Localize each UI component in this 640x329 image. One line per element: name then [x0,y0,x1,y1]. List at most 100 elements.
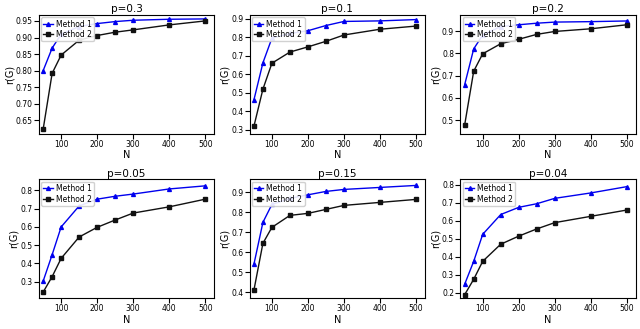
Method 1 [551,20,559,24]
Method 1 [250,262,258,266]
Method 2 [376,27,384,31]
Method 2 [497,242,504,246]
Y-axis label: r(G): r(G) [9,229,19,248]
Method 1 [623,19,630,23]
Method 2 [376,200,384,204]
Method 1 [461,282,468,286]
Method 1 [551,196,559,200]
Line: Method 2: Method 2 [463,208,628,296]
Method 2 [479,52,486,56]
Method 1 [286,32,294,36]
Method 2 [470,277,477,281]
Method 2 [623,208,630,212]
Method 2 [250,288,258,292]
Y-axis label: r(G): r(G) [431,229,440,248]
Method 2 [286,50,294,54]
Method 1 [376,19,384,23]
Method 1 [111,194,119,198]
Method 2 [479,259,486,263]
Y-axis label: r(G): r(G) [220,229,230,248]
Line: Method 2: Method 2 [252,24,418,128]
Line: Method 1: Method 1 [463,19,628,87]
Method 1 [479,232,486,236]
Method 2 [340,203,348,207]
Method 1 [533,21,541,25]
Line: Method 1: Method 1 [463,185,628,286]
Method 1 [470,47,477,51]
Method 1 [479,33,486,37]
Method 2 [268,61,276,65]
Title: p=0.2: p=0.2 [532,4,564,14]
Method 2 [322,207,330,211]
Method 2 [470,69,477,73]
Method 1 [304,193,312,197]
Method 2 [76,235,83,239]
Method 2 [340,33,348,37]
Method 2 [322,39,330,43]
Method 1 [376,186,384,190]
Method 1 [93,197,101,201]
Method 2 [268,225,276,229]
Method 2 [551,30,559,34]
Line: Method 2: Method 2 [41,19,207,131]
Title: p=0.1: p=0.1 [321,4,353,14]
Method 2 [250,124,258,128]
Method 1 [497,25,504,29]
Method 2 [202,19,209,23]
Legend: Method 1, Method 2: Method 1, Method 2 [41,17,94,41]
Method 1 [259,220,267,224]
Method 1 [268,202,276,206]
Method 1 [48,253,56,257]
Method 2 [412,24,420,28]
Method 1 [587,20,595,24]
Title: p=0.05: p=0.05 [108,169,146,179]
Method 1 [259,61,267,65]
Line: Method 1: Method 1 [252,184,418,266]
X-axis label: N: N [545,150,552,160]
X-axis label: N: N [545,315,552,325]
X-axis label: N: N [123,150,130,160]
X-axis label: N: N [333,315,341,325]
Method 1 [165,187,173,191]
Method 2 [93,225,101,229]
Method 2 [587,27,595,31]
Method 2 [111,218,119,222]
Line: Method 1: Method 1 [41,17,207,73]
Title: p=0.15: p=0.15 [318,169,356,179]
Method 1 [48,46,56,50]
Legend: Method 1, Method 2: Method 1, Method 2 [252,17,305,41]
Method 1 [286,196,294,200]
Method 2 [48,275,56,279]
Method 1 [39,69,47,73]
Method 1 [322,24,330,28]
Method 2 [286,214,294,217]
Method 1 [322,190,330,193]
Method 2 [623,23,630,27]
Line: Method 1: Method 1 [41,184,207,283]
Legend: Method 1, Method 2: Method 1, Method 2 [41,182,94,206]
Method 2 [58,256,65,260]
Method 2 [48,71,56,75]
Method 2 [129,211,137,215]
Title: p=0.04: p=0.04 [529,169,567,179]
Method 2 [587,215,595,218]
Method 1 [76,204,83,208]
Method 2 [533,32,541,36]
Method 2 [461,123,468,127]
Method 2 [58,53,65,57]
Method 2 [259,241,267,245]
Method 2 [202,197,209,201]
Line: Method 2: Method 2 [463,23,628,127]
Method 1 [412,184,420,188]
Method 2 [76,38,83,42]
Method 1 [250,98,258,102]
Method 1 [268,36,276,40]
Y-axis label: r(G): r(G) [4,65,14,84]
Method 2 [304,212,312,215]
Method 2 [551,221,559,225]
Method 1 [533,202,541,206]
Method 1 [304,29,312,33]
Method 2 [515,37,523,41]
Legend: Method 1, Method 2: Method 1, Method 2 [463,17,515,41]
Method 2 [304,45,312,49]
